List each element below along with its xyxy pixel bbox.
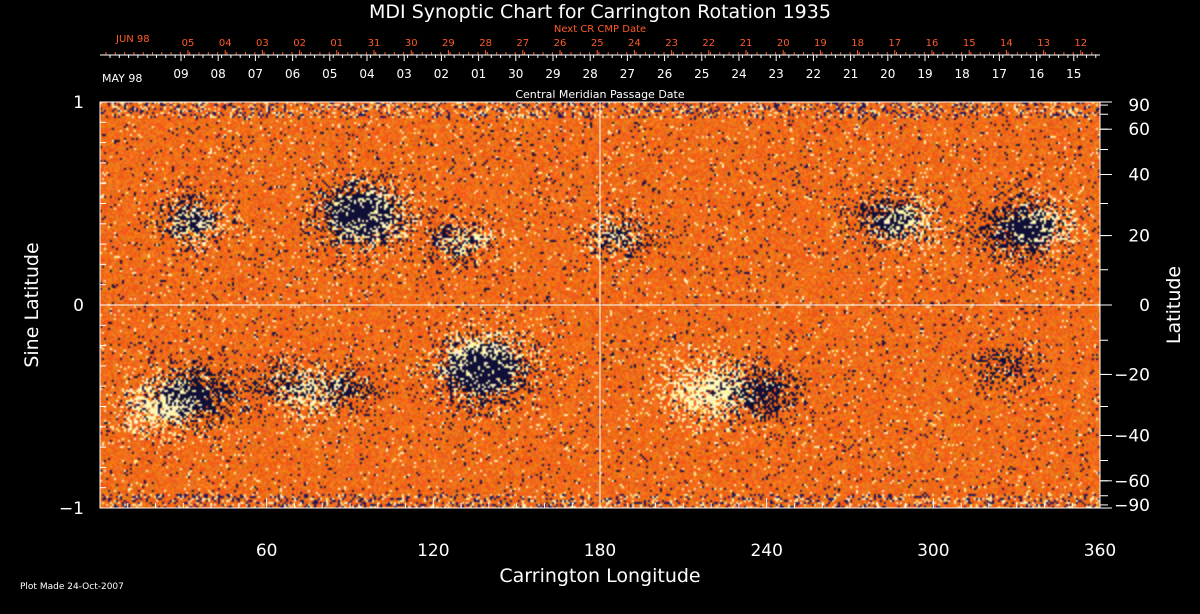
next-cr-date-label: 19 [814, 38, 827, 49]
next-cr-date-label: 14 [1000, 38, 1013, 49]
next-cr-date-label: 27 [516, 38, 529, 49]
cmp-date-label: 30 [508, 67, 523, 81]
cmp-date-label: 28 [583, 67, 598, 81]
cmp-date-label: 04 [359, 67, 374, 81]
next-cr-axis-label: Next CR CMP Date [554, 24, 646, 35]
cmp-date-label: 07 [248, 67, 263, 81]
cmp-date-label: 29 [545, 67, 560, 81]
next-cr-date-label: 17 [888, 38, 901, 49]
x-axis-ticks: 60 120 180 240 300 360 [127, 498, 1116, 561]
cmp-date-label: 18 [955, 67, 970, 81]
cmp-date-label: 25 [694, 67, 709, 81]
cmp-date-label: 23 [769, 67, 784, 81]
next-cr-date-label: 29 [442, 38, 455, 49]
next-cr-date-label: 04 [219, 38, 232, 49]
next-cr-date-label: 18 [851, 38, 864, 49]
x-tick-label: 240 [750, 541, 782, 561]
next-cr-date-label: 03 [256, 38, 269, 49]
y-right-tick-label: 90 [1128, 96, 1150, 116]
next-cr-first-month: JUN 98 [115, 34, 150, 45]
chart-title: MDI Synoptic Chart for Carrington Rotati… [369, 1, 831, 23]
y-right-tick-label: 20 [1128, 227, 1150, 247]
next-cr-date-label: 22 [702, 38, 715, 49]
plot-made-note: Plot Made 24-Oct-2007 [20, 582, 124, 592]
y-right-tick-label: −20 [1114, 365, 1150, 385]
next-cr-date-label: 28 [479, 38, 492, 49]
next-cr-date-label: 12 [1074, 38, 1087, 49]
next-cr-date-label: 02 [293, 38, 306, 49]
next-cr-date-ticks: 05 04 03 02 01 31 30 29 28 27 26 25 24 23 22 21 20 19 18 17… [105, 38, 1093, 55]
y-left-tick-label: 1 [73, 93, 84, 113]
cmp-date-label: 19 [917, 67, 932, 81]
cmp-date-label: 16 [1029, 67, 1044, 81]
y-axis-right-label: Latitude [1163, 266, 1185, 344]
y-axis-left-ticks: 1 0 −1 [59, 93, 106, 519]
cmp-date-label: 06 [285, 67, 300, 81]
y-right-tick-label: 60 [1128, 120, 1150, 140]
next-cr-date-label: 25 [591, 38, 604, 49]
y-left-tick-label: −1 [59, 499, 84, 519]
next-cr-date-label: 26 [554, 38, 567, 49]
y-axis-left-label: Sine Latitude [21, 242, 43, 367]
y-right-tick-label: 40 [1128, 166, 1150, 186]
y-right-tick-label: −60 [1114, 472, 1150, 492]
next-cr-date-label: 05 [182, 38, 195, 49]
x-axis-label: Carrington Longitude [499, 565, 700, 587]
cmp-date-label: 26 [657, 67, 672, 81]
cmp-date-label: 09 [173, 67, 188, 81]
x-tick-label: 60 [256, 541, 278, 561]
cmp-date-label: 03 [397, 67, 412, 81]
y-right-tick-label: −40 [1114, 426, 1150, 446]
cmp-date-label: 20 [880, 67, 895, 81]
cmp-date-ticks: 09 08 07 06 05 04 03 02 01 30 29 28 27 26 25 24 23 22 21 20… [100, 54, 1100, 81]
y-right-tick-label: 0 [1139, 296, 1150, 316]
next-cr-date-label: 20 [777, 38, 790, 49]
x-tick-label: 120 [417, 541, 449, 561]
y-right-tick-label: −90 [1114, 496, 1150, 516]
cmp-first-month: MAY 98 [102, 72, 142, 85]
cmp-date-label: 15 [1066, 67, 1081, 81]
cmp-date-label: 21 [843, 67, 858, 81]
x-tick-label: 180 [584, 541, 616, 561]
next-cr-date-label: 24 [628, 38, 641, 49]
y-axis-right-ticks: 90 60 40 20 0 −20 −40 −60 −90 [1100, 96, 1150, 516]
x-tick-label: 360 [1084, 541, 1116, 561]
x-tick-label: 300 [917, 541, 949, 561]
cmp-date-label: 22 [806, 67, 821, 81]
cmp-date-label: 17 [992, 67, 1007, 81]
cmp-axis-label: Central Meridian Passage Date [515, 88, 684, 101]
next-cr-date-label: 15 [963, 38, 976, 49]
cmp-date-label: 02 [434, 67, 449, 81]
cmp-date-label: 08 [211, 67, 226, 81]
next-cr-date-label: 30 [405, 38, 418, 49]
next-cr-date-label: 23 [665, 38, 678, 49]
next-cr-date-label: 31 [368, 38, 381, 49]
cmp-date-label: 01 [471, 67, 486, 81]
y-left-tick-label: 0 [73, 296, 84, 316]
cmp-date-label: 24 [731, 67, 746, 81]
next-cr-date-label: 01 [330, 38, 343, 49]
next-cr-date-label: 13 [1037, 38, 1050, 49]
next-cr-date-label: 21 [740, 38, 753, 49]
cmp-date-label: 27 [620, 67, 635, 81]
next-cr-date-label: 16 [926, 38, 939, 49]
cmp-date-label: 05 [322, 67, 337, 81]
